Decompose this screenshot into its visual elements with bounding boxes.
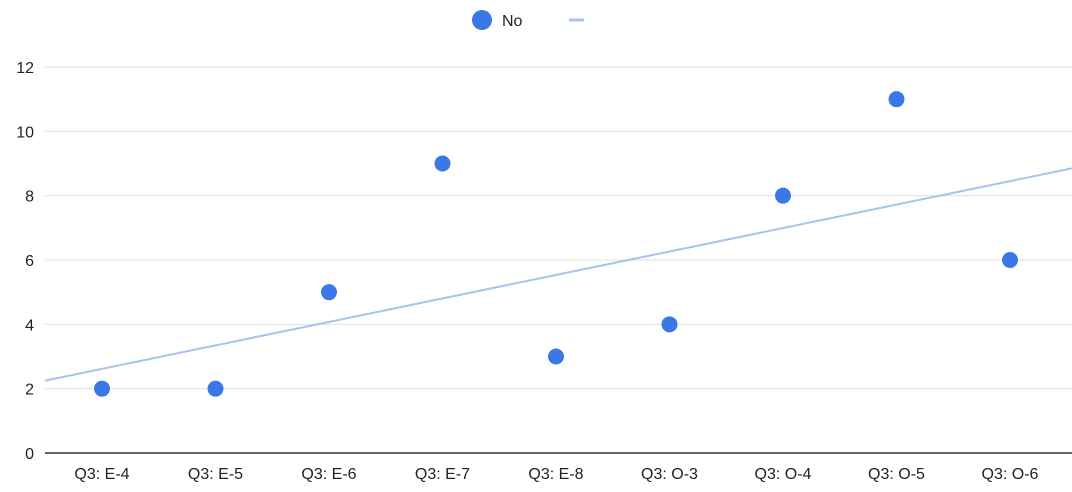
legend: No xyxy=(472,10,584,30)
data-point xyxy=(775,188,791,204)
y-tick-label: 8 xyxy=(25,189,34,206)
x-tick-label: Q3: E-6 xyxy=(301,466,356,483)
x-tick-label: Q3: O-6 xyxy=(982,466,1039,483)
data-point xyxy=(94,381,110,397)
gridlines xyxy=(45,67,1072,453)
x-tick-label: Q3: O-4 xyxy=(755,466,812,483)
trendline-layer xyxy=(45,168,1072,380)
y-tick-label: 2 xyxy=(25,382,34,399)
data-point xyxy=(435,156,451,172)
y-tick-label: 6 xyxy=(25,253,34,270)
x-axis-tick-labels: Q3: E-4 Q3: E-5 Q3: E-6 Q3: E-7 Q3: E-8 Q3: O… xyxy=(74,466,1038,483)
data-point xyxy=(208,381,224,397)
data-point xyxy=(1002,252,1018,268)
y-tick-label: 4 xyxy=(25,317,34,334)
y-tick-label: 10 xyxy=(16,124,34,141)
legend-label-no: No xyxy=(502,13,523,30)
data-point xyxy=(889,91,905,107)
y-tick-label: 12 xyxy=(16,60,34,77)
x-tick-label: Q3: E-8 xyxy=(528,466,583,483)
x-tick-label: Q3: E-7 xyxy=(415,466,470,483)
data-point xyxy=(548,349,564,365)
x-tick-label: Q3: E-5 xyxy=(188,466,243,483)
y-axis-tick-labels: 0 2 4 6 8 10 12 xyxy=(16,60,34,463)
trendline xyxy=(45,168,1072,380)
x-tick-label: Q3: E-4 xyxy=(74,466,129,483)
x-tick-label: Q3: O-3 xyxy=(641,466,698,483)
data-point xyxy=(321,284,337,300)
x-tick-label: Q3: O-5 xyxy=(868,466,925,483)
legend-marker-no xyxy=(472,10,492,30)
data-points xyxy=(94,91,1018,397)
y-tick-label: 0 xyxy=(25,446,34,463)
data-point xyxy=(662,316,678,332)
